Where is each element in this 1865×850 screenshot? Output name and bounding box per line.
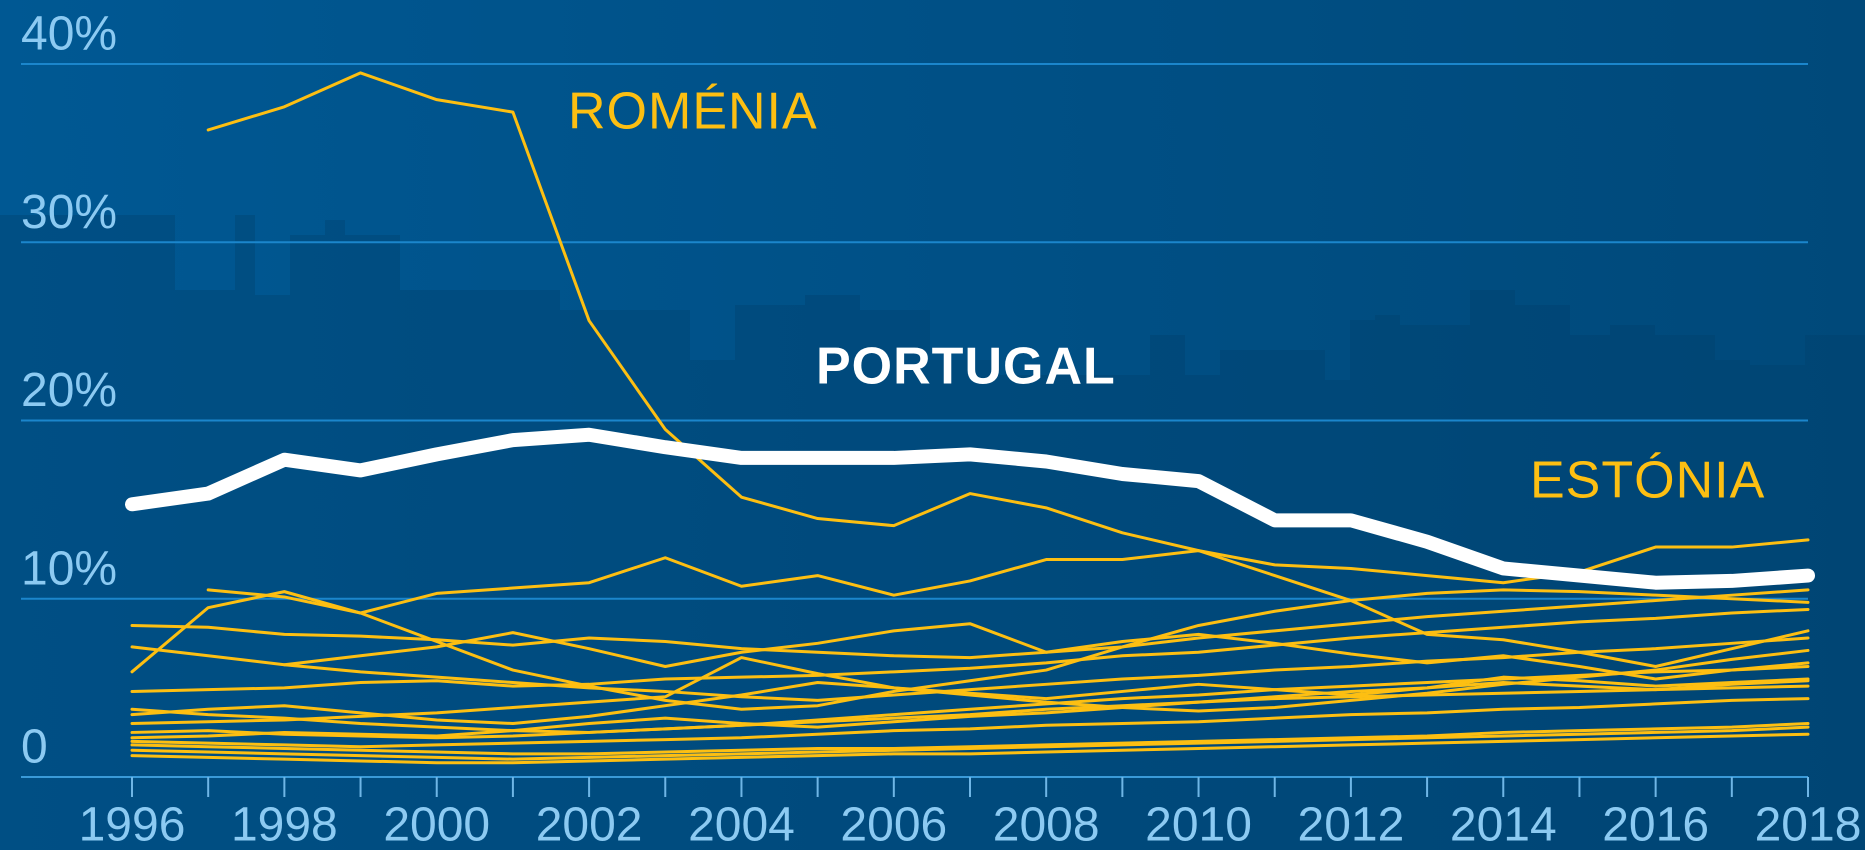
y-tick-label: 0: [21, 721, 48, 774]
x-tick-label: 2012: [1298, 799, 1405, 850]
x-tick-label: 2010: [1145, 799, 1252, 850]
series-label: PORTUGAL: [816, 338, 1116, 396]
y-tick-label: 40%: [21, 8, 117, 61]
x-tick-label: 2008: [993, 799, 1100, 850]
y-tick-label: 20%: [21, 364, 117, 417]
x-tick-label: 2006: [840, 799, 947, 850]
x-tick-label: 1998: [231, 799, 338, 850]
y-tick-label: 10%: [21, 542, 117, 595]
x-tick-label: 2004: [688, 799, 795, 850]
x-tick-label: 1996: [79, 799, 186, 850]
x-tick-label: 2016: [1602, 799, 1709, 850]
chart: 0 10% 20% 30% 40% 1996 1998 2000 2002 2004 2006 200…: [0, 0, 1865, 850]
x-tick-label: 2002: [536, 799, 643, 850]
x-tick-label: 2018: [1755, 799, 1862, 850]
x-tick-label: 2014: [1450, 799, 1557, 850]
series-label: ESTÓNIA: [1530, 452, 1765, 510]
y-tick-label: 30%: [21, 186, 117, 239]
x-tick-label: 2000: [383, 799, 490, 850]
page: 0 10% 20% 30% 40% 1996 1998 2000 2002 2004 2006 200…: [0, 0, 1865, 850]
series-label: ROMÉNIA: [568, 83, 818, 141]
